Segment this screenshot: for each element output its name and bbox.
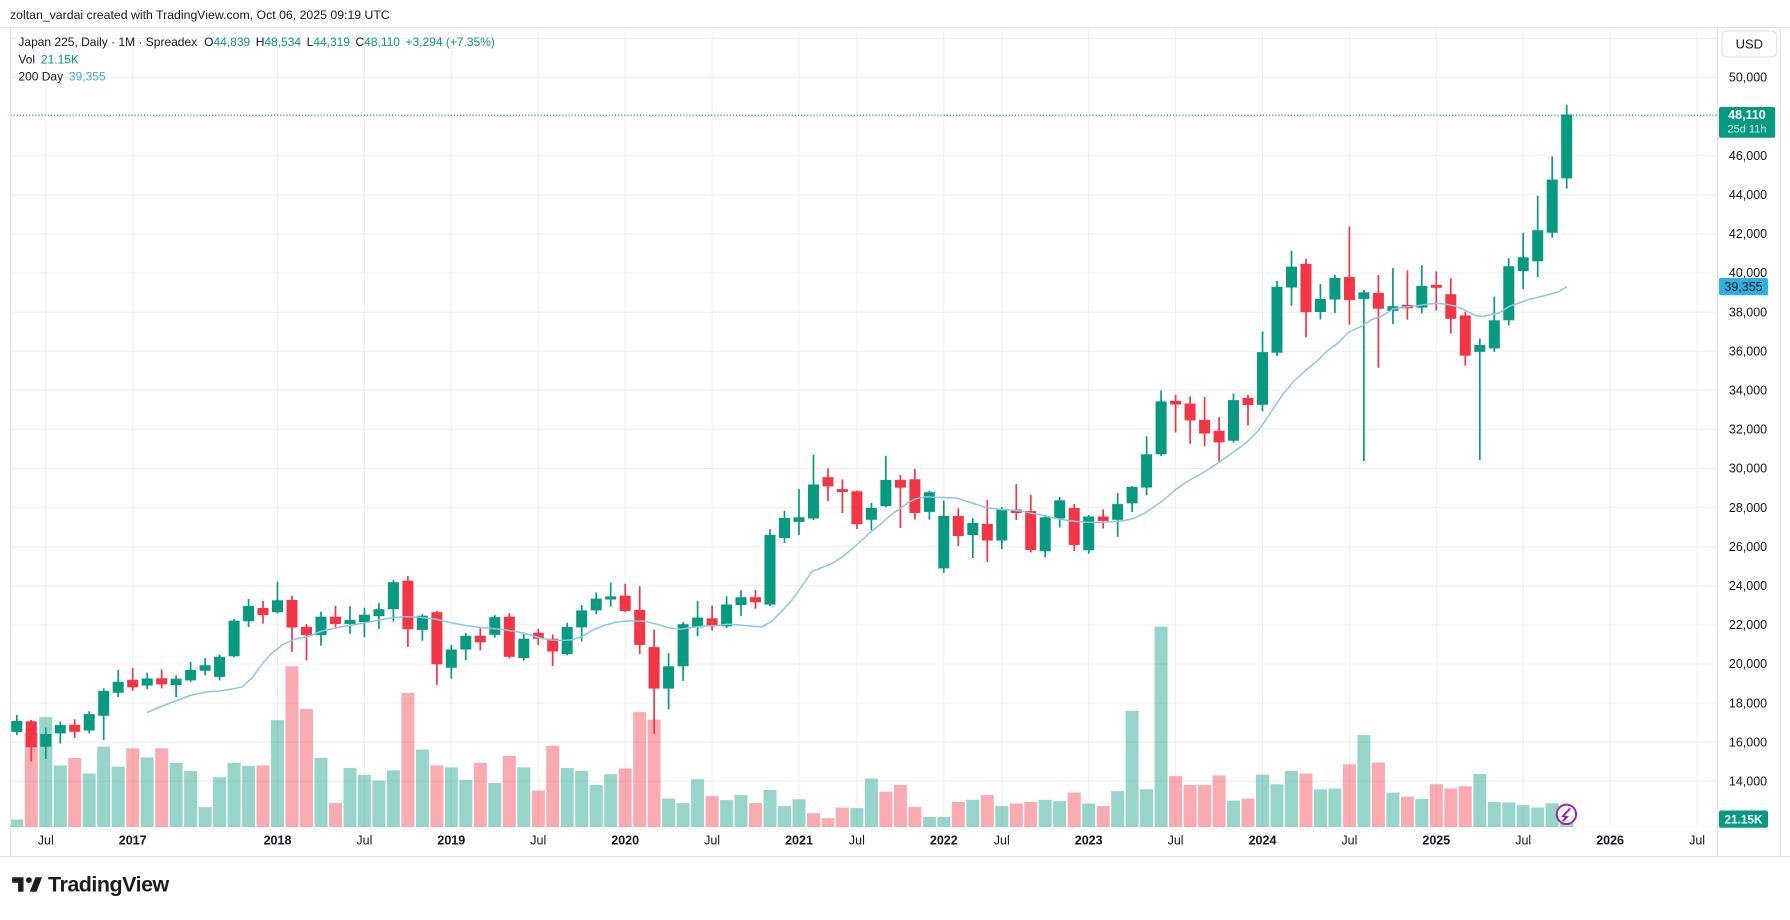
svg-text:42,000: 42,000 — [1729, 227, 1767, 241]
svg-text:2019: 2019 — [437, 834, 465, 848]
svg-text:14,000: 14,000 — [1729, 775, 1767, 789]
svg-text:Vol 21.15K: Vol 21.15K — [18, 53, 79, 67]
svg-text:16,000: 16,000 — [1729, 735, 1767, 749]
svg-text:2025: 2025 — [1422, 834, 1450, 848]
svg-text:zoltan_vardai created with Tra: zoltan_vardai created with TradingView.c… — [10, 8, 390, 22]
svg-text:36,000: 36,000 — [1729, 344, 1767, 358]
svg-text:Jul: Jul — [704, 834, 720, 848]
svg-text:2024: 2024 — [1249, 834, 1277, 848]
svg-text:46,000: 46,000 — [1729, 149, 1767, 163]
svg-text:USD: USD — [1736, 37, 1763, 52]
svg-text:32,000: 32,000 — [1729, 423, 1767, 437]
svg-text:48,110: 48,110 — [1728, 108, 1766, 122]
svg-text:2018: 2018 — [264, 834, 292, 848]
svg-text:Jul: Jul — [1515, 834, 1531, 848]
svg-text:44,000: 44,000 — [1729, 188, 1767, 202]
svg-text:30,000: 30,000 — [1729, 462, 1767, 476]
svg-text:Jul: Jul — [849, 834, 865, 848]
svg-text:21.15K: 21.15K — [1724, 812, 1763, 826]
svg-text:200 Day 39,355: 200 Day 39,355 — [18, 70, 106, 84]
svg-text:Jul: Jul — [38, 834, 54, 848]
svg-text:Jul: Jul — [1689, 834, 1705, 848]
svg-text:2020: 2020 — [611, 834, 639, 848]
svg-text:22,000: 22,000 — [1729, 618, 1767, 632]
svg-text:50,000: 50,000 — [1729, 71, 1767, 85]
svg-text:2026: 2026 — [1596, 834, 1624, 848]
svg-text:20,000: 20,000 — [1729, 657, 1767, 671]
svg-text:2022: 2022 — [930, 834, 958, 848]
svg-text:Jul: Jul — [994, 834, 1010, 848]
svg-text:Jul: Jul — [356, 834, 372, 848]
svg-text:39,355: 39,355 — [1724, 280, 1762, 294]
svg-text:Jul: Jul — [1341, 834, 1357, 848]
svg-text:26,000: 26,000 — [1729, 540, 1767, 554]
svg-text:25d 11h: 25d 11h — [1728, 124, 1767, 136]
svg-text:28,000: 28,000 — [1729, 501, 1767, 515]
svg-text:38,000: 38,000 — [1729, 305, 1767, 319]
svg-text:40,000: 40,000 — [1729, 266, 1767, 280]
svg-text:TradingView: TradingView — [48, 873, 170, 897]
svg-text:Japan 225, Daily · 1M · Spread: Japan 225, Daily · 1M · Spreadex O44,839 H… — [18, 35, 494, 49]
svg-text:2017: 2017 — [119, 834, 147, 848]
svg-text:24,000: 24,000 — [1729, 579, 1767, 593]
svg-text:Jul: Jul — [1168, 834, 1184, 848]
svg-text:2021: 2021 — [785, 834, 813, 848]
svg-text:Jul: Jul — [530, 834, 546, 848]
svg-text:34,000: 34,000 — [1729, 384, 1767, 398]
svg-text:18,000: 18,000 — [1729, 696, 1767, 710]
svg-text:2023: 2023 — [1075, 834, 1103, 848]
